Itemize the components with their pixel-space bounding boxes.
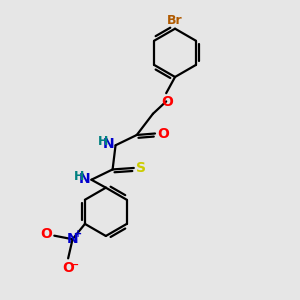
Text: S: S xyxy=(136,161,146,175)
Text: N: N xyxy=(78,172,90,186)
Text: O: O xyxy=(40,227,52,241)
Text: O: O xyxy=(162,94,174,109)
Text: H: H xyxy=(98,135,108,148)
Text: N: N xyxy=(103,137,114,152)
Text: N: N xyxy=(67,232,78,246)
Text: Br: Br xyxy=(167,14,183,27)
Text: O: O xyxy=(158,127,169,140)
Text: +: + xyxy=(74,229,82,239)
Text: O: O xyxy=(62,261,74,275)
Text: H: H xyxy=(74,170,84,183)
Text: −: − xyxy=(70,260,79,270)
